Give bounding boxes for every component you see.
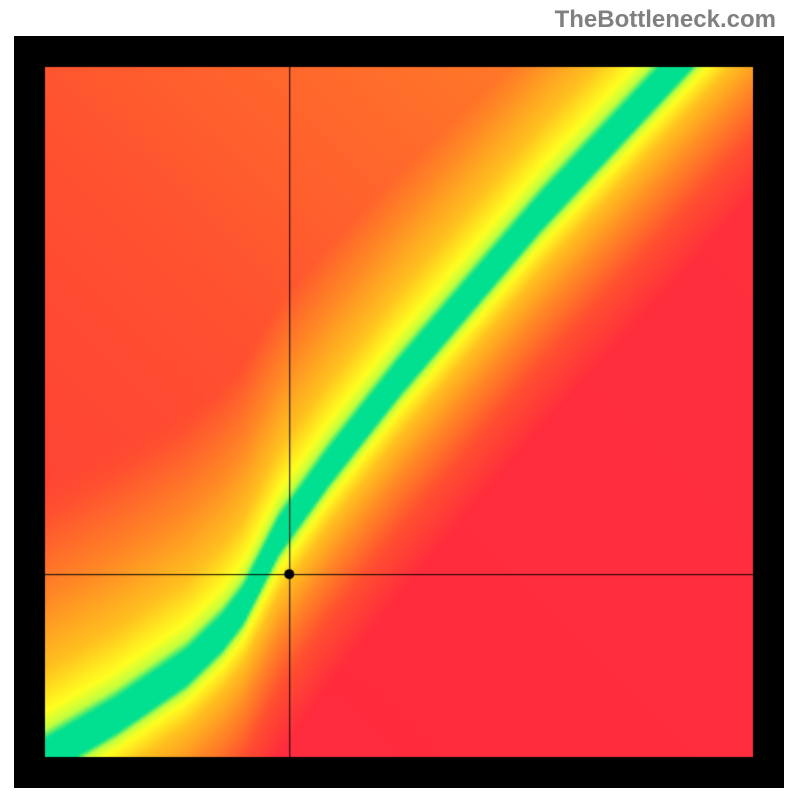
chart-container: TheBottleneck.com (0, 0, 800, 800)
watermark-text: TheBottleneck.com (555, 6, 776, 34)
plot-frame (14, 36, 784, 788)
heatmap-canvas (14, 36, 784, 788)
